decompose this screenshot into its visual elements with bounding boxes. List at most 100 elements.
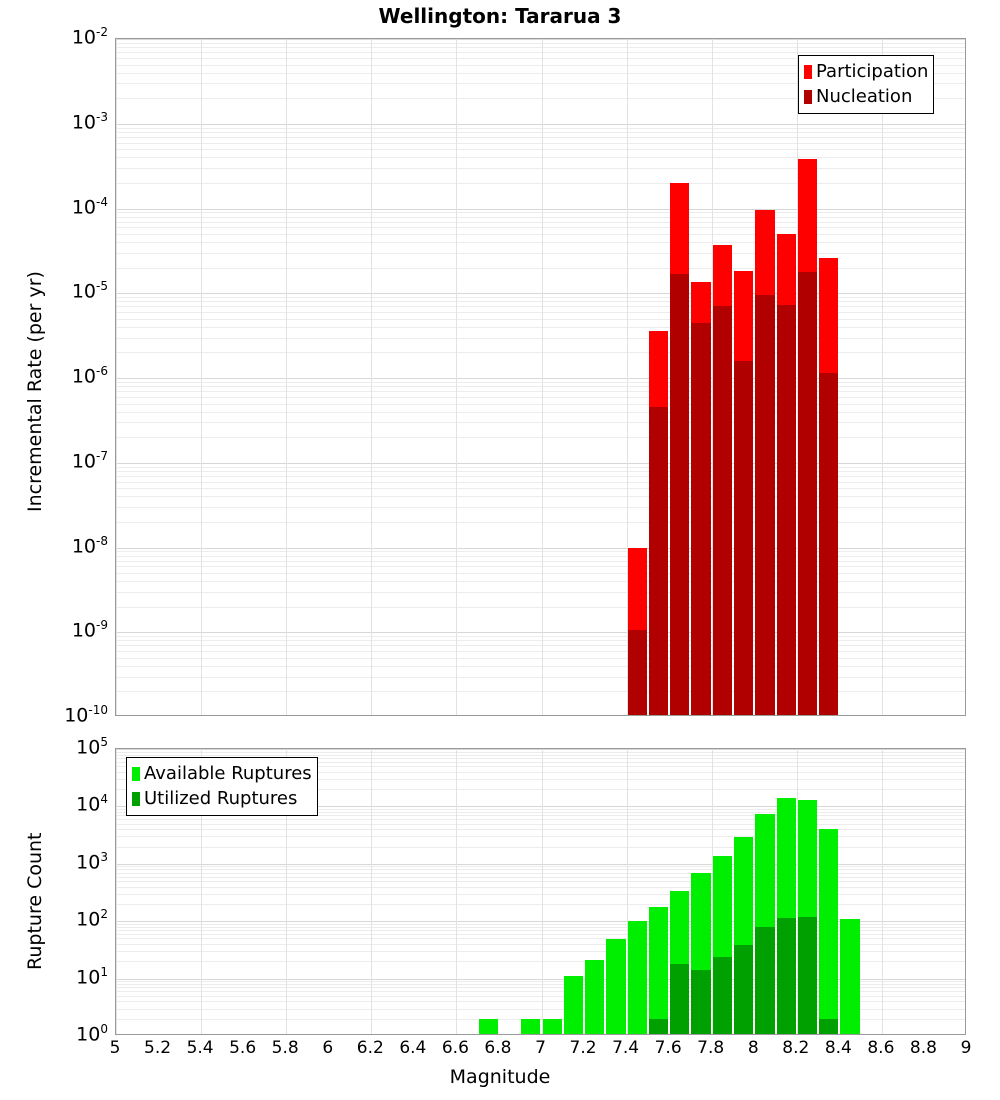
- bar-nucleation: [627, 630, 647, 715]
- x-axis-tick-label: 6.2: [356, 1038, 384, 1058]
- gridline-vertical: [882, 749, 883, 1034]
- bar-nucleation: [712, 306, 732, 715]
- gridline-minor: [116, 297, 965, 298]
- gridline-minor: [116, 824, 965, 825]
- gridline-vertical: [882, 39, 883, 715]
- y-axis-tick-label: 10-4: [71, 194, 108, 218]
- gridline-minor: [116, 382, 965, 383]
- gridline-minor: [116, 43, 965, 44]
- gridline-vertical: [542, 749, 543, 1034]
- gridline-minor: [116, 815, 965, 816]
- gridline-minor: [116, 1019, 965, 1020]
- gridline-minor: [116, 556, 965, 557]
- gridline-minor: [116, 98, 965, 99]
- gridline-minor: [116, 607, 965, 608]
- gridline-minor: [116, 507, 965, 508]
- bar-available-ruptures: [819, 829, 839, 1034]
- gridline-minor: [116, 636, 965, 637]
- gridline-minor: [116, 386, 965, 387]
- gridline-vertical: [712, 749, 713, 1034]
- gridline-vertical: [627, 749, 628, 1034]
- legend-label: Utilized Ruptures: [144, 787, 298, 809]
- gridline-minor: [116, 645, 965, 646]
- gridline-minor: [116, 881, 965, 882]
- gridline-minor: [116, 873, 965, 874]
- gridline-major: [116, 548, 965, 549]
- gridline-minor: [116, 422, 965, 423]
- gridline-minor: [116, 991, 965, 992]
- x-axis-tick-label: 5.2: [144, 1038, 172, 1058]
- legend-label: Participation: [816, 60, 929, 82]
- x-axis-tick-label: 8.6: [867, 1038, 895, 1058]
- gridline-vertical: [797, 749, 798, 1034]
- gridline-minor: [116, 581, 965, 582]
- gridline-minor: [116, 758, 965, 759]
- gridline-vertical: [456, 749, 457, 1034]
- y-axis-tick-label: 101: [76, 964, 108, 988]
- rupture-count-legend: Available Ruptures Utilized Ruptures: [126, 757, 318, 816]
- gridline-minor: [116, 944, 965, 945]
- gridline-minor: [116, 301, 965, 302]
- gridline-major: [116, 378, 965, 379]
- y-axis-tick-label: 100: [76, 1022, 108, 1046]
- legend-label: Available Ruptures: [144, 762, 312, 784]
- gridline-minor: [116, 482, 965, 483]
- gridline-minor: [116, 829, 965, 830]
- legend-entry: Participation: [804, 59, 928, 84]
- gridline-vertical: [712, 39, 713, 715]
- gridline-minor: [116, 149, 965, 150]
- gridline-minor: [116, 496, 965, 497]
- incremental-rate-legend: Participation Nucleation: [798, 55, 935, 114]
- gridline-minor: [116, 183, 965, 184]
- bar-available-ruptures: [585, 960, 605, 1034]
- gridline-major: [116, 979, 965, 980]
- gridline-vertical: [371, 749, 372, 1034]
- bar-utilized-ruptures: [691, 970, 711, 1034]
- gridline-minor: [116, 755, 965, 756]
- bar-available-ruptures: [521, 1018, 541, 1034]
- gridline-minor: [116, 404, 965, 405]
- gridline-minor: [116, 904, 965, 905]
- gridline-minor: [116, 47, 965, 48]
- gridline-major: [116, 293, 965, 294]
- gridline-minor: [116, 352, 965, 353]
- y-axis-tick-label: 10-3: [71, 109, 108, 134]
- gridline-major: [116, 209, 965, 210]
- gridline-minor: [116, 809, 965, 810]
- gridline-major: [116, 124, 965, 125]
- gridline-minor: [116, 566, 965, 567]
- gridline-minor: [116, 1001, 965, 1002]
- legend-entry: Utilized Ruptures: [132, 786, 312, 811]
- gridline-minor: [116, 327, 965, 328]
- gridline-major: [116, 749, 965, 750]
- bar-available-ruptures: [478, 1018, 498, 1034]
- gridline-minor: [116, 83, 965, 84]
- gridline-minor: [116, 157, 965, 158]
- gridline-minor: [116, 212, 965, 213]
- gridline-minor: [116, 312, 965, 313]
- gridline-minor: [116, 58, 965, 59]
- gridline-vertical: [116, 39, 117, 715]
- gridline-minor: [116, 561, 965, 562]
- bar-nucleation: [733, 360, 754, 715]
- gridline-major: [116, 632, 965, 633]
- bar-nucleation: [670, 273, 690, 715]
- gridline-vertical: [456, 39, 457, 715]
- x-axis-tick-label: 7.8: [697, 1038, 725, 1058]
- y-axis-tick-label: 10-7: [71, 448, 108, 473]
- gridline-minor: [116, 319, 965, 320]
- legend-swatch-icon: [804, 64, 812, 79]
- x-axis-tick-label: 7: [535, 1038, 546, 1058]
- bar-utilized-ruptures: [755, 926, 775, 1034]
- x-axis-tick-label: 6: [322, 1038, 334, 1058]
- legend-swatch-icon: [132, 791, 140, 806]
- gridline-minor: [116, 934, 965, 935]
- x-axis-tick-label: 8.2: [782, 1038, 810, 1058]
- x-axis-label: Magnitude: [449, 1066, 551, 1088]
- gridline-minor: [116, 222, 965, 223]
- x-axis-tick-label: 6.6: [441, 1038, 469, 1058]
- bar-utilized-ruptures: [797, 917, 818, 1034]
- gridline-minor: [116, 779, 965, 780]
- gridline-minor: [116, 391, 965, 392]
